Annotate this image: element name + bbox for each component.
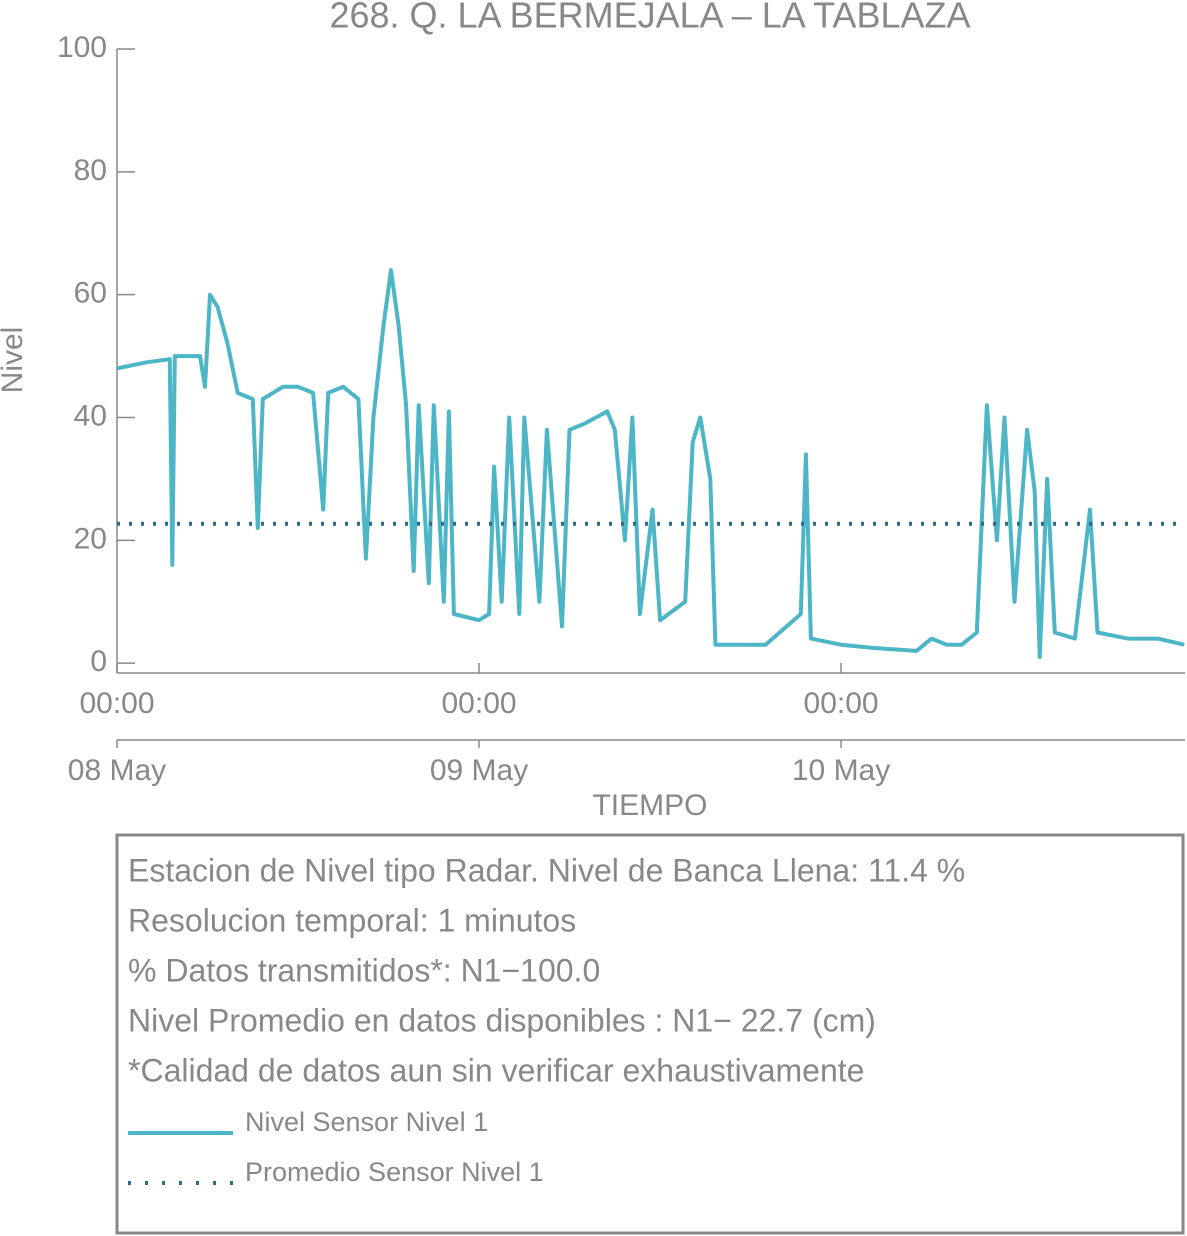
- x-date-label: 09 May: [430, 754, 528, 787]
- note: % Datos transmitidos*: N1−100.0: [128, 952, 600, 988]
- note: Nivel Promedio en datos disponibles : N1…: [128, 1002, 876, 1038]
- legend-label: Promedio Sensor Nivel 1: [245, 1157, 544, 1187]
- chart-title: 268. Q. LA BERMEJALA – LA TABLAZA: [329, 0, 970, 36]
- x-date-label: 08 May: [68, 754, 166, 787]
- x-tick-label: 00:00: [804, 687, 879, 720]
- y-tick-label: 20: [74, 522, 107, 555]
- y-axis-label: Nivel: [0, 327, 29, 394]
- note: Estacion de Nivel tipo Radar. Nivel de B…: [128, 852, 965, 888]
- y-tick-label: 0: [90, 645, 107, 678]
- y-tick-label: 80: [74, 154, 107, 187]
- legend-box: [115, 833, 1185, 1235]
- note: *Calidad de datos aun sin verificar exha…: [128, 1052, 864, 1088]
- x-axis-label: TIEMPO: [592, 789, 707, 822]
- legend-label: Nivel Sensor Nivel 1: [245, 1107, 488, 1137]
- data-line: [116, 268, 1185, 659]
- note: Resolucion temporal: 1 minutos: [128, 902, 576, 938]
- x-tick-label: 00:00: [79, 687, 154, 720]
- y-tick-label: 100: [57, 31, 107, 64]
- y-tick-label: 40: [74, 399, 107, 432]
- y-tick-label: 60: [74, 277, 107, 310]
- x-tick-label: 00:00: [441, 687, 516, 720]
- x-date-label: 10 May: [792, 754, 890, 787]
